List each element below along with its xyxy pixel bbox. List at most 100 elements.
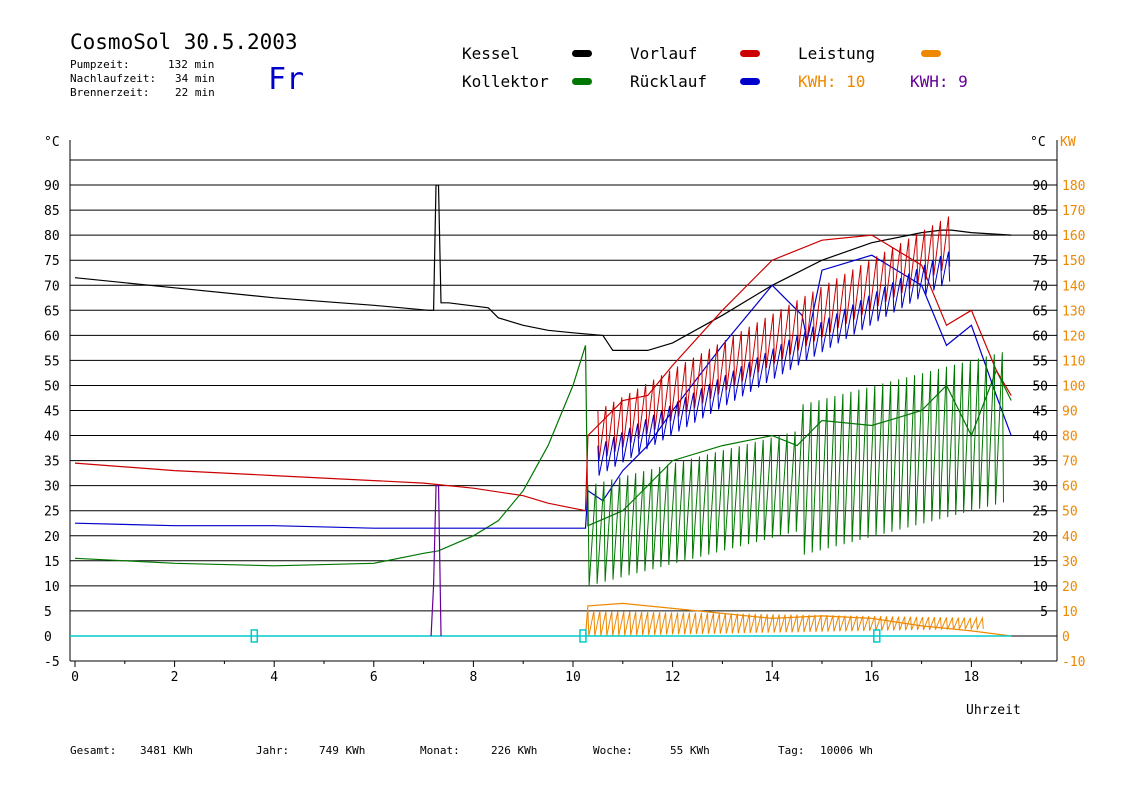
legend-kessel: Kessel	[462, 44, 520, 63]
y-axis-unit-right: °C	[1030, 135, 1046, 150]
legend-kwh-2: KWH: 9	[910, 72, 968, 91]
weekday: Fr	[268, 62, 305, 97]
pumpzeit-value: 132 min	[168, 58, 215, 71]
legend-vorlauf-swatch	[740, 50, 760, 57]
y-tick-label-right-kw: 160	[1062, 229, 1085, 244]
y-tick-label-right-kw: 10	[1062, 605, 1078, 620]
y-tick-label-right-kw: 130	[1062, 304, 1085, 319]
burner-spike	[430, 485, 442, 636]
x-tick-label: 14	[764, 670, 780, 685]
series-line-vorlauf	[74, 234, 1012, 512]
legend-kollektor: Kollektor	[462, 72, 549, 91]
y-tick-label-right-c: 85	[1032, 204, 1048, 219]
y-tick-label-left: 50	[44, 379, 60, 394]
y-tick-label-right-c: 30	[1032, 480, 1048, 495]
y-tick-label-right-c: 40	[1032, 430, 1048, 445]
y-tick-label-left: 25	[44, 505, 60, 520]
brenner-label: Brennerzeit:	[70, 86, 150, 99]
y-tick-label-right-kw: 110	[1062, 354, 1085, 369]
ruecklauf-oscillation	[597, 251, 951, 476]
y-tick-label-left: 0	[44, 630, 52, 645]
x-tick-label: 4	[270, 670, 278, 685]
pump-marker	[579, 629, 587, 643]
y-axis-unit-left: °C	[44, 135, 60, 150]
kollektor-oscillation	[587, 352, 1004, 586]
x-tick-label: 12	[665, 670, 681, 685]
monat-value: 226 KWh	[491, 744, 538, 757]
y-tick-label-right-c: 65	[1032, 304, 1048, 319]
y-tick-label-left: 30	[44, 480, 60, 495]
y-tick-label-right-kw: 120	[1062, 329, 1085, 344]
legend-kessel-swatch	[572, 50, 592, 57]
y-tick-label-right-kw: 40	[1062, 530, 1078, 545]
y-tick-label-right-c: 45	[1032, 405, 1048, 420]
y-tick-label-right-kw: 0	[1062, 630, 1070, 645]
y-tick-label-right-kw: 30	[1062, 555, 1078, 570]
y-tick-label-left: 90	[44, 179, 60, 194]
y-tick-label-right-c: 55	[1032, 354, 1048, 369]
y-tick-label-left: 65	[44, 304, 60, 319]
y-tick-label-left: 85	[44, 204, 60, 219]
vorlauf-oscillation	[597, 216, 951, 461]
y-tick-label-right-c: 90	[1032, 179, 1048, 194]
y-tick-label-left: -5	[44, 655, 60, 670]
x-tick-label: 10	[565, 670, 581, 685]
y-axis-unit-kw: KW	[1060, 135, 1076, 150]
y-tick-label-right-c: 60	[1032, 329, 1048, 344]
legend-ruecklauf: Rücklauf	[630, 72, 708, 91]
pump-marker	[250, 629, 259, 643]
nachlauf-value: 34 min	[175, 72, 215, 85]
y-tick-label-right-c: 50	[1032, 379, 1048, 394]
legend-vorlauf: Vorlauf	[630, 44, 698, 63]
y-tick-label-right-c: 10	[1032, 580, 1048, 595]
y-tick-label-right-c: 15	[1032, 555, 1048, 570]
y-tick-label-left: 40	[44, 430, 60, 445]
woche-value: 55 KWh	[670, 744, 710, 757]
pump-marker	[873, 629, 881, 643]
legend-leistung-swatch	[921, 50, 941, 57]
brenner-value: 22 min	[175, 86, 215, 99]
y-tick-label-right-kw: 100	[1062, 379, 1085, 394]
gesamt-label: Gesamt:	[70, 744, 117, 757]
y-tick-label-right-c: 20	[1032, 530, 1048, 545]
chart-title: CosmoSol 30.5.2003	[70, 30, 298, 54]
leistung-oscillation	[587, 610, 984, 637]
y-tick-label-left: 10	[44, 580, 60, 595]
y-tick-label-right-c: 80	[1032, 229, 1048, 244]
tag-value: 10006 Wh	[820, 744, 873, 757]
y-tick-label-left: 20	[44, 530, 60, 545]
pumpzeit-label: Pumpzeit:	[70, 58, 130, 71]
y-tick-label-left: 60	[44, 329, 60, 344]
y-tick-label-right-c: 35	[1032, 455, 1048, 470]
series-line-ruecklauf	[74, 254, 1012, 529]
jahr-value: 749 KWh	[319, 744, 366, 757]
woche-label: Woche:	[593, 744, 633, 757]
y-tick-label-right-kw: 170	[1062, 204, 1085, 219]
x-tick-label: 6	[370, 670, 378, 685]
y-tick-label-right-kw: 140	[1062, 279, 1085, 294]
y-tick-label-right-kw: 80	[1062, 430, 1078, 445]
legend-kwh-1: KWH: 10	[798, 72, 866, 91]
y-tick-label-right-c: 70	[1032, 279, 1048, 294]
series-line-kollektor	[74, 345, 1012, 567]
legend-leistung: Leistung	[798, 44, 876, 63]
jahr-label: Jahr:	[256, 744, 290, 757]
y-tick-label-right-kw: 90	[1062, 405, 1078, 420]
x-axis-label: Uhrzeit	[966, 703, 1021, 718]
x-tick-label: 16	[864, 670, 880, 685]
y-tick-label-right-kw: 150	[1062, 254, 1085, 269]
y-tick-label-right-kw: 60	[1062, 480, 1078, 495]
x-tick-label: 2	[171, 670, 179, 685]
x-tick-label: 0	[71, 670, 79, 685]
series-line-kessel	[74, 184, 1012, 351]
y-tick-label-left: 45	[44, 405, 60, 420]
y-tick-label-left: 75	[44, 254, 60, 269]
monat-label: Monat:	[420, 744, 460, 757]
legend-kollektor-swatch	[572, 78, 592, 85]
y-tick-label-left: 80	[44, 229, 60, 244]
y-tick-label-left: 70	[44, 279, 60, 294]
y-tick-label-right-kw: -10	[1062, 655, 1085, 670]
y-tick-label-right-kw: 180	[1062, 179, 1085, 194]
y-tick-label-right-c: 25	[1032, 505, 1048, 520]
